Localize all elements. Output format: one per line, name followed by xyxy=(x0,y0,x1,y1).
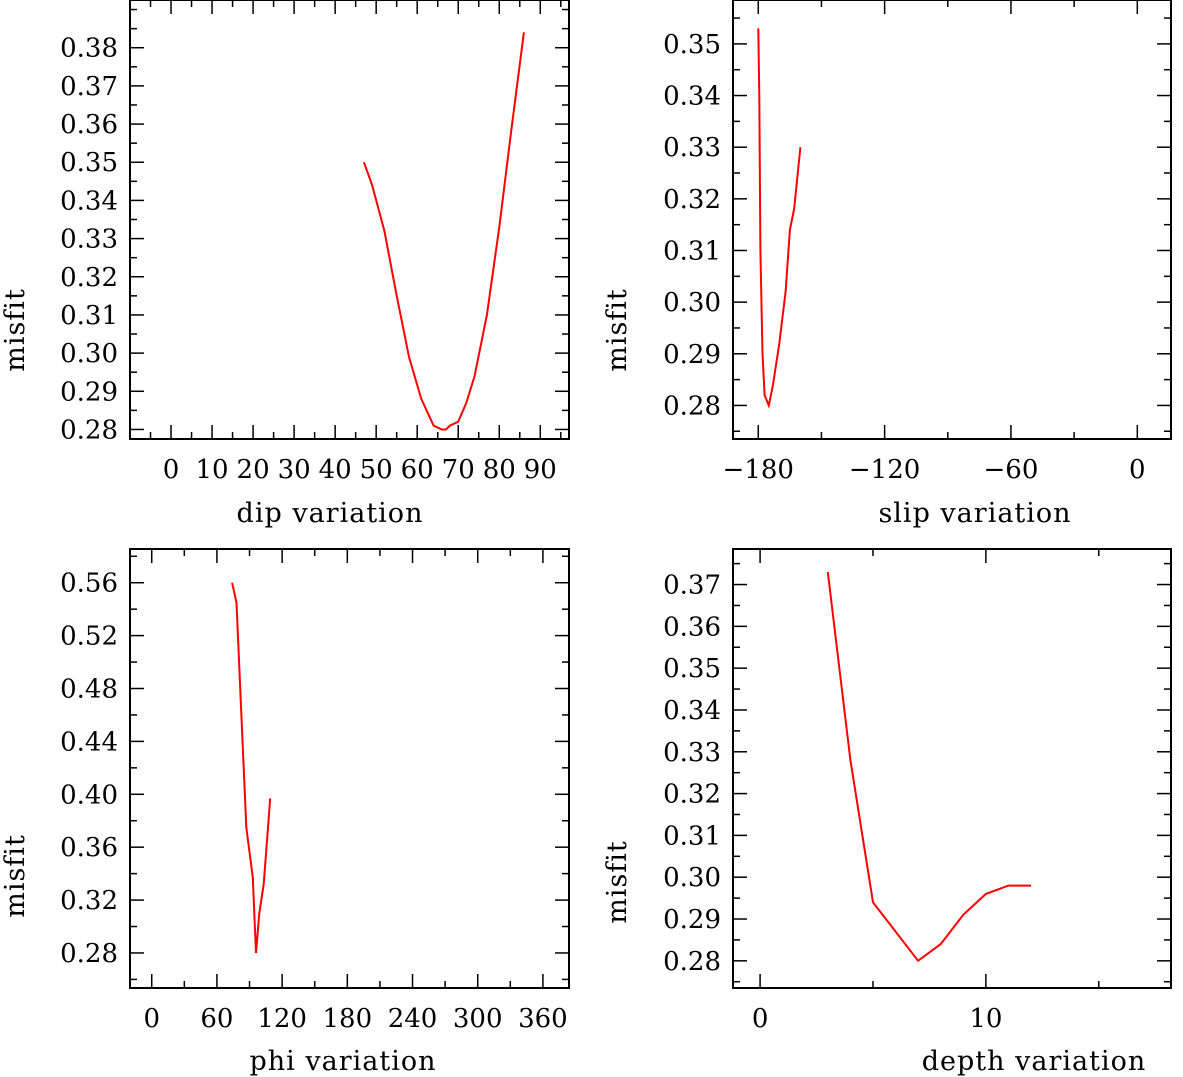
y-axis-label: misfit xyxy=(602,840,633,924)
y-tick-label: 0.29 xyxy=(663,905,721,935)
x-tick-label: 10 xyxy=(969,1004,1002,1034)
phi-variation-panel: 0 60 120 180 240 300 360 0.28 0.32 0.36 0.40 0.44 0.… xyxy=(0,548,570,1077)
y-axis-label: misfit xyxy=(0,288,31,372)
y-tick-label: 0.31 xyxy=(663,821,721,851)
y-tick-label: 0.35 xyxy=(663,654,721,684)
misfit-curve xyxy=(757,28,802,409)
y-tick-label: 0.28 xyxy=(60,939,118,969)
y-tick-label: 0.37 xyxy=(60,72,118,102)
x-axis-label: slip variation xyxy=(878,498,1071,529)
y-tick-label: 0.34 xyxy=(663,696,721,726)
y-tick-label: 0.28 xyxy=(60,415,118,445)
plot-frame xyxy=(732,548,1172,989)
misfit-curve xyxy=(362,32,525,431)
x-tick-label: 360 xyxy=(518,1004,568,1034)
x-tick-label: 0 xyxy=(752,1004,769,1034)
y-tick-label: 0.52 xyxy=(60,622,118,652)
x-tick-label: 20 xyxy=(237,455,270,485)
y-tick-label: 0.30 xyxy=(663,288,721,318)
y-tick-label: 0.34 xyxy=(60,186,118,216)
x-tick-label: 80 xyxy=(483,455,516,485)
x-tick-label: −120 xyxy=(849,455,920,485)
y-tick-label: 0.30 xyxy=(663,863,721,893)
x-axis-label: depth variation xyxy=(922,1046,1147,1077)
y-tick-label: 0.33 xyxy=(60,225,118,255)
x-tick-label: 240 xyxy=(388,1004,438,1034)
y-tick-label: 0.35 xyxy=(60,148,118,178)
dip-variation-panel: 0 10 20 30 40 50 60 70 80 90 0.28 0.29 0.30 0.31 0.32 0… xyxy=(0,0,570,529)
x-tick-label: 60 xyxy=(200,1004,233,1034)
x-tick-label: −180 xyxy=(723,455,794,485)
y-tick-label: 0.31 xyxy=(663,236,721,266)
y-tick-label: 0.29 xyxy=(663,340,721,370)
x-tick-label: 300 xyxy=(453,1004,503,1034)
x-tick-label: 30 xyxy=(278,455,311,485)
y-tick-label: 0.44 xyxy=(60,727,118,757)
y-tick-label: 0.33 xyxy=(663,133,721,163)
misfit-curve xyxy=(826,571,1031,963)
y-tick-label: 0.32 xyxy=(60,263,118,293)
x-tick-label: 0 xyxy=(143,1004,160,1034)
x-tick-label: 70 xyxy=(442,455,475,485)
y-tick-label: 0.33 xyxy=(663,738,721,768)
x-tick-label: 10 xyxy=(196,455,229,485)
depth-variation-panel: 0 10 0.28 0.29 0.30 0.31 0.32 0.33 0.34 0.35 0.36 0… xyxy=(602,548,1172,1077)
x-tick-label: 60 xyxy=(401,455,434,485)
y-tick-label: 0.35 xyxy=(663,30,721,60)
x-tick-label: 40 xyxy=(319,455,352,485)
y-tick-label: 0.32 xyxy=(60,886,118,916)
y-axis-label: misfit xyxy=(0,834,31,918)
x-tick-label: 90 xyxy=(524,455,557,485)
y-tick-label: 0.36 xyxy=(60,110,118,140)
y-tick-label: 0.32 xyxy=(663,185,721,215)
y-tick-label: 0.28 xyxy=(663,947,721,977)
x-tick-label: −60 xyxy=(984,455,1039,485)
x-tick-label: 120 xyxy=(257,1004,307,1034)
y-tick-label: 0.36 xyxy=(663,612,721,642)
y-tick-label: 0.32 xyxy=(663,780,721,810)
x-axis-label: phi variation xyxy=(249,1046,436,1077)
plot-frame xyxy=(129,0,570,440)
y-tick-label: 0.28 xyxy=(663,391,721,421)
y-tick-label: 0.37 xyxy=(663,571,721,601)
x-axis-label: dip variation xyxy=(237,498,424,529)
y-tick-label: 0.48 xyxy=(60,675,118,705)
y-tick-label: 0.30 xyxy=(60,339,118,369)
plot-frame xyxy=(732,0,1172,440)
y-axis-label: misfit xyxy=(602,288,633,372)
y-tick-label: 0.38 xyxy=(60,34,118,64)
y-tick-label: 0.56 xyxy=(60,569,118,599)
x-tick-label: 0 xyxy=(163,455,180,485)
y-tick-label: 0.34 xyxy=(663,82,721,112)
y-tick-label: 0.29 xyxy=(60,377,118,407)
plot-frame xyxy=(129,548,570,989)
x-tick-label: 0 xyxy=(1129,455,1146,485)
y-tick-label: 0.40 xyxy=(60,780,118,810)
slip-variation-panel: −180 −120 −60 0 0.28 0.29 0.30 0.31 0.32 0.33 0.34… xyxy=(602,0,1172,529)
y-tick-label: 0.31 xyxy=(60,301,118,331)
x-tick-label: 50 xyxy=(360,455,393,485)
y-tick-label: 0.36 xyxy=(60,833,118,863)
misfit-curve xyxy=(231,582,272,954)
x-tick-label: 180 xyxy=(323,1004,373,1034)
